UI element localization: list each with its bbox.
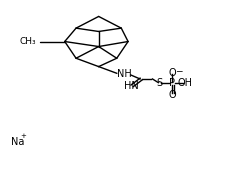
Text: O: O — [169, 68, 176, 78]
Text: HN: HN — [124, 81, 138, 91]
Text: S: S — [157, 78, 163, 88]
Text: P: P — [169, 78, 175, 88]
Text: −: − — [175, 66, 183, 75]
Text: +: + — [21, 133, 27, 139]
Text: O: O — [169, 90, 176, 99]
Text: OH: OH — [177, 78, 193, 88]
Text: Na: Na — [11, 137, 24, 147]
Text: NH: NH — [117, 69, 132, 79]
Text: CH₃: CH₃ — [20, 37, 36, 46]
